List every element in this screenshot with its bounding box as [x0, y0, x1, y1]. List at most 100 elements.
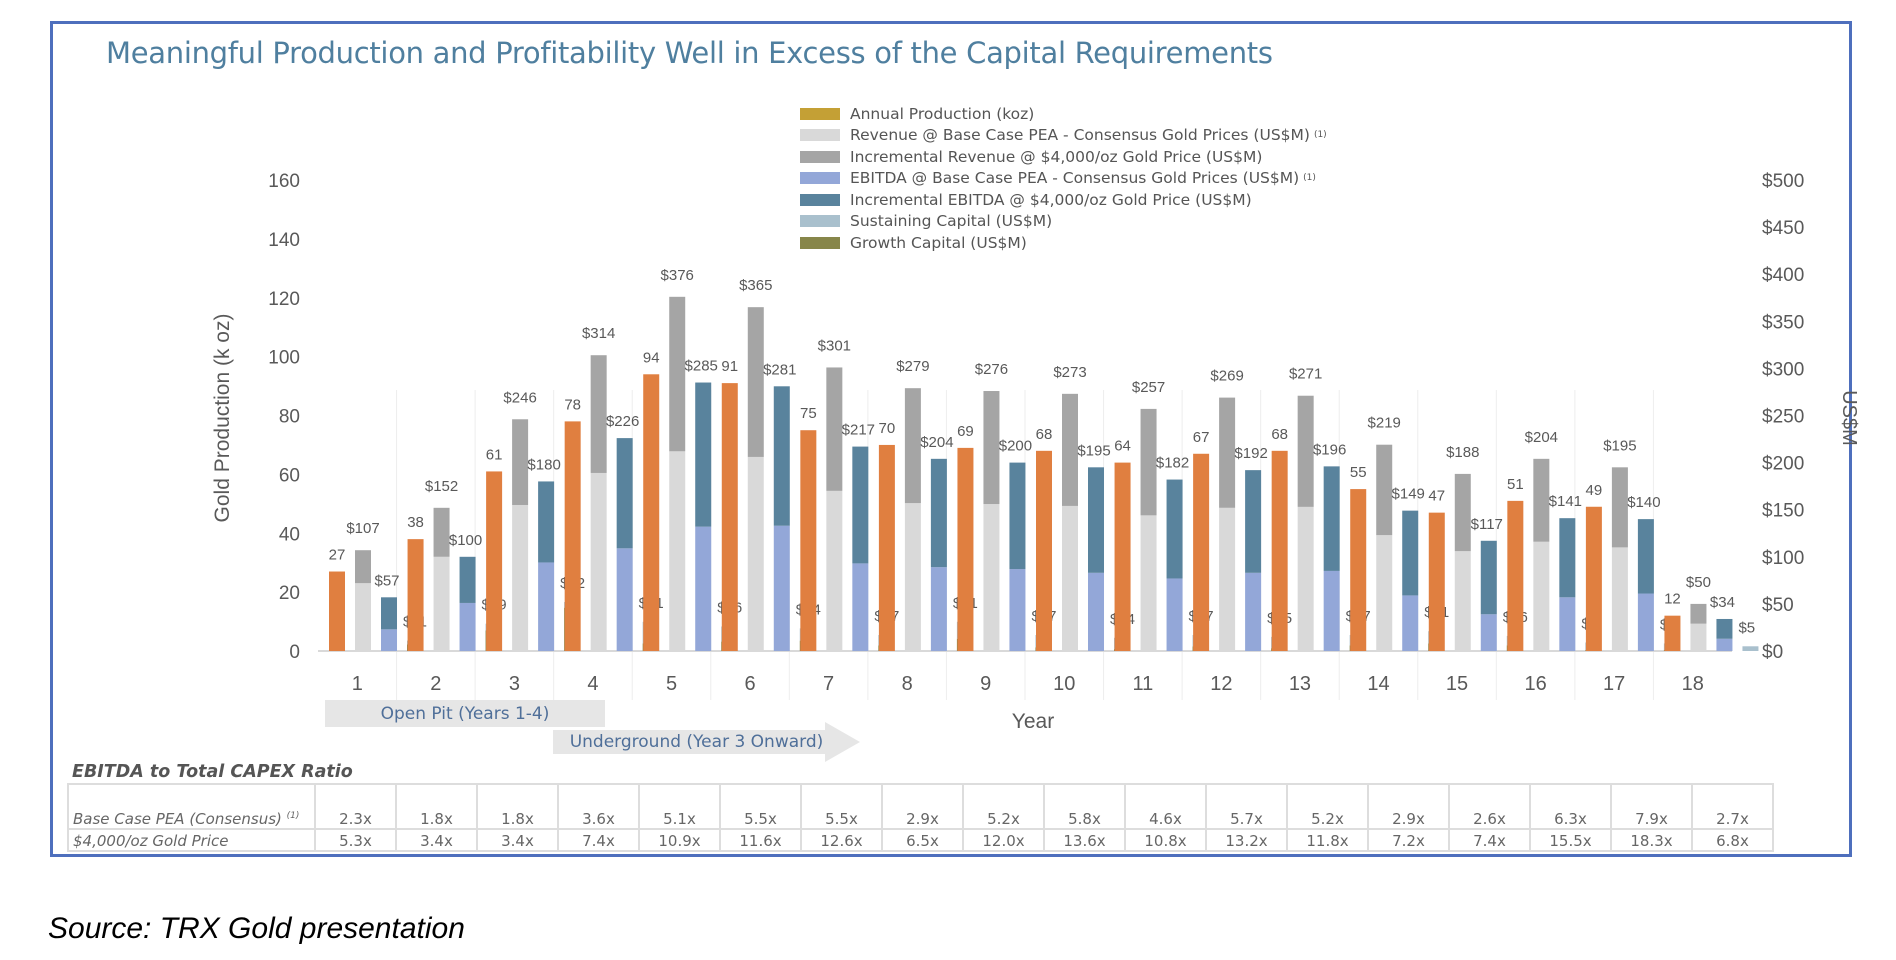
x-tick-label: 1 [352, 673, 363, 695]
data-label-capital: $5 [1738, 619, 1755, 636]
data-label-revenue: $219 [1368, 415, 1401, 432]
ratio-cell: 5.3x [314, 828, 397, 852]
x-tick-label: 9 [980, 673, 991, 695]
data-label-revenue: $273 [1053, 364, 1086, 381]
arrow-shape-icon [553, 722, 860, 762]
bar-ebitda-base [1559, 597, 1576, 651]
bar-revenue-base [590, 472, 607, 651]
bar-ebitda-incremental [459, 556, 476, 603]
bar-ebitda-base [1009, 569, 1026, 651]
legend-swatch [800, 107, 840, 120]
phase-underground-arrow: Underground (Year 3 Onward) [553, 722, 860, 762]
data-label-revenue: $365 [739, 277, 772, 294]
legend-footnote: (1) [1303, 173, 1316, 184]
bar-revenue-incremental [669, 296, 686, 452]
bar-ebitda-base [538, 562, 555, 651]
data-label-ebitda: $204 [920, 434, 953, 451]
bar-ebitda-base [616, 548, 633, 651]
y2-tick-label: $0 [1762, 642, 1783, 663]
data-label-production: 12 [1664, 591, 1681, 608]
bar-ebitda-incremental [1402, 510, 1419, 596]
bar-ebitda-base [930, 567, 947, 651]
ratio-cell: 5.2x [1286, 783, 1369, 830]
bar-revenue-incremental [1219, 397, 1236, 508]
data-label-revenue: $188 [1446, 444, 1479, 461]
x-tick-label: 6 [744, 673, 755, 695]
legend-item: EBITDA @ Base Case PEA - Consensus Gold … [800, 168, 1327, 190]
bar-revenue-incremental [590, 355, 607, 473]
bar-revenue-incremental [512, 419, 529, 505]
data-label-ebitda: $149 [1392, 486, 1425, 503]
ratio-cell: 2.9x [881, 783, 964, 830]
phase-open-pit-label: Open Pit (Years 1-4) [325, 700, 605, 727]
source-caption: Source: TRX Gold presentation [48, 912, 465, 945]
bar-production [329, 571, 345, 651]
ratio-cell: 15.5x [1529, 828, 1612, 852]
x-tick-label: 17 [1603, 673, 1625, 695]
ratio-cell: 3.4x [476, 828, 559, 852]
bar-revenue-base [433, 556, 450, 651]
bar-revenue-incremental [1611, 467, 1628, 548]
y2-tick-label: $400 [1762, 265, 1804, 286]
data-label-production: 49 [1586, 482, 1603, 499]
data-label-production: 38 [407, 514, 424, 531]
bar-ebitda-incremental [1637, 519, 1654, 594]
bar-ebitda-base [381, 629, 397, 651]
y2-axis-title: US$M [1838, 390, 1860, 446]
data-label-revenue: $376 [661, 267, 694, 284]
bar-revenue-incremental [1533, 458, 1550, 542]
data-label-production: 67 [1193, 429, 1210, 446]
ratio-cell: 6.8x [1691, 828, 1774, 852]
y-tick-label: 80 [279, 407, 300, 428]
ratio-cell: 11.8x [1286, 828, 1369, 852]
y2-tick-label: $200 [1762, 454, 1804, 475]
legend-label: Incremental Revenue @ $4,000/oz Gold Pri… [850, 147, 1263, 166]
phase-open-pit-text: Open Pit (Years 1-4) [380, 703, 550, 724]
ratio-cell: 6.3x [1529, 783, 1612, 830]
data-label-production: 94 [643, 349, 660, 366]
bar-ebitda-base [1323, 570, 1340, 651]
bar-revenue-base [747, 456, 764, 651]
data-label-revenue: $276 [975, 361, 1008, 378]
legend-item: Incremental Revenue @ $4,000/oz Gold Pri… [800, 146, 1327, 168]
x-tick-label: 14 [1367, 673, 1389, 695]
legend-swatch [800, 150, 840, 163]
bar-production [1271, 450, 1288, 651]
data-label-ebitda: $281 [763, 361, 796, 378]
ratio-cell: 13.6x [1043, 828, 1126, 852]
bar-revenue-incremental [826, 367, 843, 491]
data-label-ebitda: $196 [1313, 441, 1346, 458]
bar-revenue-base [1533, 541, 1550, 651]
data-label-revenue: $269 [1210, 368, 1243, 385]
bar-production [721, 383, 738, 651]
y2-tick-label: $50 [1762, 595, 1794, 616]
y-tick-label: 120 [268, 289, 300, 310]
bar-production [878, 444, 895, 651]
bar-revenue-incremental [747, 307, 764, 457]
y-tick-label: 140 [268, 230, 300, 251]
ratio-cell: 5.2x [962, 783, 1045, 830]
y-tick-label: 60 [279, 465, 300, 486]
x-axis-title: Year [1012, 710, 1054, 733]
legend-label: Sustaining Capital (US$M) [850, 212, 1053, 231]
data-label-production: 75 [800, 405, 817, 422]
data-label-production: 51 [1507, 476, 1524, 493]
legend-label: Revenue @ Base Case PEA - Consensus Gold… [850, 126, 1310, 145]
ratio-cell: 4.6x [1124, 783, 1207, 830]
data-label-production: 70 [879, 420, 896, 437]
ratio-cell: 1.8x [395, 783, 478, 830]
y2-tick-label: $250 [1762, 407, 1804, 428]
bar-revenue-base [983, 504, 1000, 651]
y-axis-title: Gold Production (k oz) [211, 314, 234, 523]
bar-revenue-base [1454, 551, 1471, 651]
bar-revenue-base [1611, 547, 1628, 651]
bar-revenue-incremental [983, 391, 1000, 505]
ratio-cell: 2.6x [1448, 783, 1531, 830]
bar-revenue-incremental [355, 550, 371, 584]
ratio-cell: 7.4x [557, 828, 640, 852]
bar-revenue-base [1376, 535, 1393, 651]
ratio-cell: 12.0x [962, 828, 1045, 852]
data-label-production: 55 [1350, 464, 1367, 481]
x-tick-label: 8 [902, 673, 913, 695]
data-label-ebitda: $182 [1156, 455, 1189, 472]
